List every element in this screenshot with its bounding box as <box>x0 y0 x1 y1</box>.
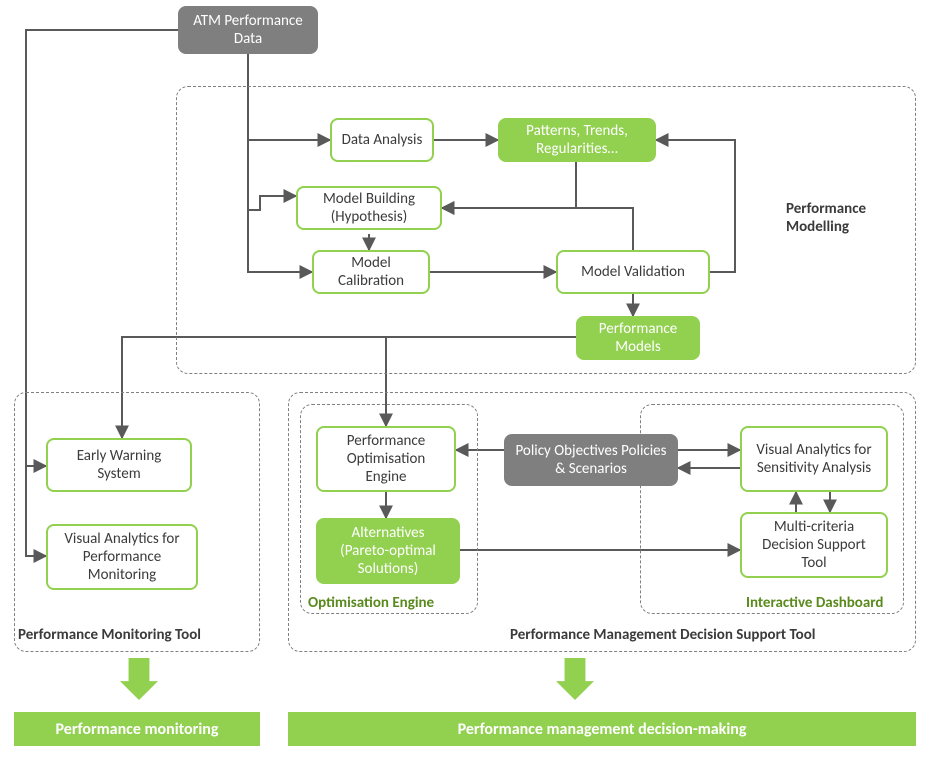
down-arrow-icon <box>120 658 158 700</box>
node-model-calibration: Model Calibration <box>312 250 430 294</box>
node-multi-criteria-decision-support: Multi-criteria Decision Support Tool <box>740 512 888 578</box>
label-optimisation-engine: Optimisation Engine <box>308 594 434 612</box>
node-data-analysis: Data Analysis <box>330 118 434 162</box>
label-interactive-dashboard: Interactive Dashboard <box>746 594 883 612</box>
node-alternatives: Alternatives (Pareto-optimal Solutions) <box>316 518 460 584</box>
label-performance-monitoring-tool: Performance Monitoring Tool <box>18 626 201 644</box>
node-atm-performance-data: ATM Performance Data <box>178 6 318 54</box>
node-patterns-trends: Patterns, Trends, Regularities… <box>498 118 656 162</box>
label-performance-management-decision-support-tool: Performance Management Decision Support … <box>510 626 815 644</box>
down-arrow-icon <box>556 658 594 700</box>
node-visual-analytics-sensitivity: Visual Analytics for Sensitivity Analysi… <box>740 426 888 492</box>
bar-performance-monitoring: Performance monitoring <box>14 712 260 746</box>
node-performance-models: Performance Models <box>576 316 700 360</box>
node-policy-objectives: Policy Objectives Policies & Scenarios <box>504 434 678 486</box>
node-performance-optimisation-engine: Performance Optimisation Engine <box>316 426 456 492</box>
label-performance-modelling: Performance Modelling <box>786 200 896 236</box>
node-model-building: Model Building (Hypothesis) <box>296 186 442 230</box>
node-model-validation: Model Validation <box>556 250 710 294</box>
panel-performance-monitoring-tool <box>14 392 260 652</box>
bar-performance-management-decision-making: Performance management decision-making <box>288 712 916 746</box>
node-visual-analytics-monitoring: Visual Analytics for Performance Monitor… <box>46 524 198 590</box>
node-early-warning-system: Early Warning System <box>46 438 192 492</box>
